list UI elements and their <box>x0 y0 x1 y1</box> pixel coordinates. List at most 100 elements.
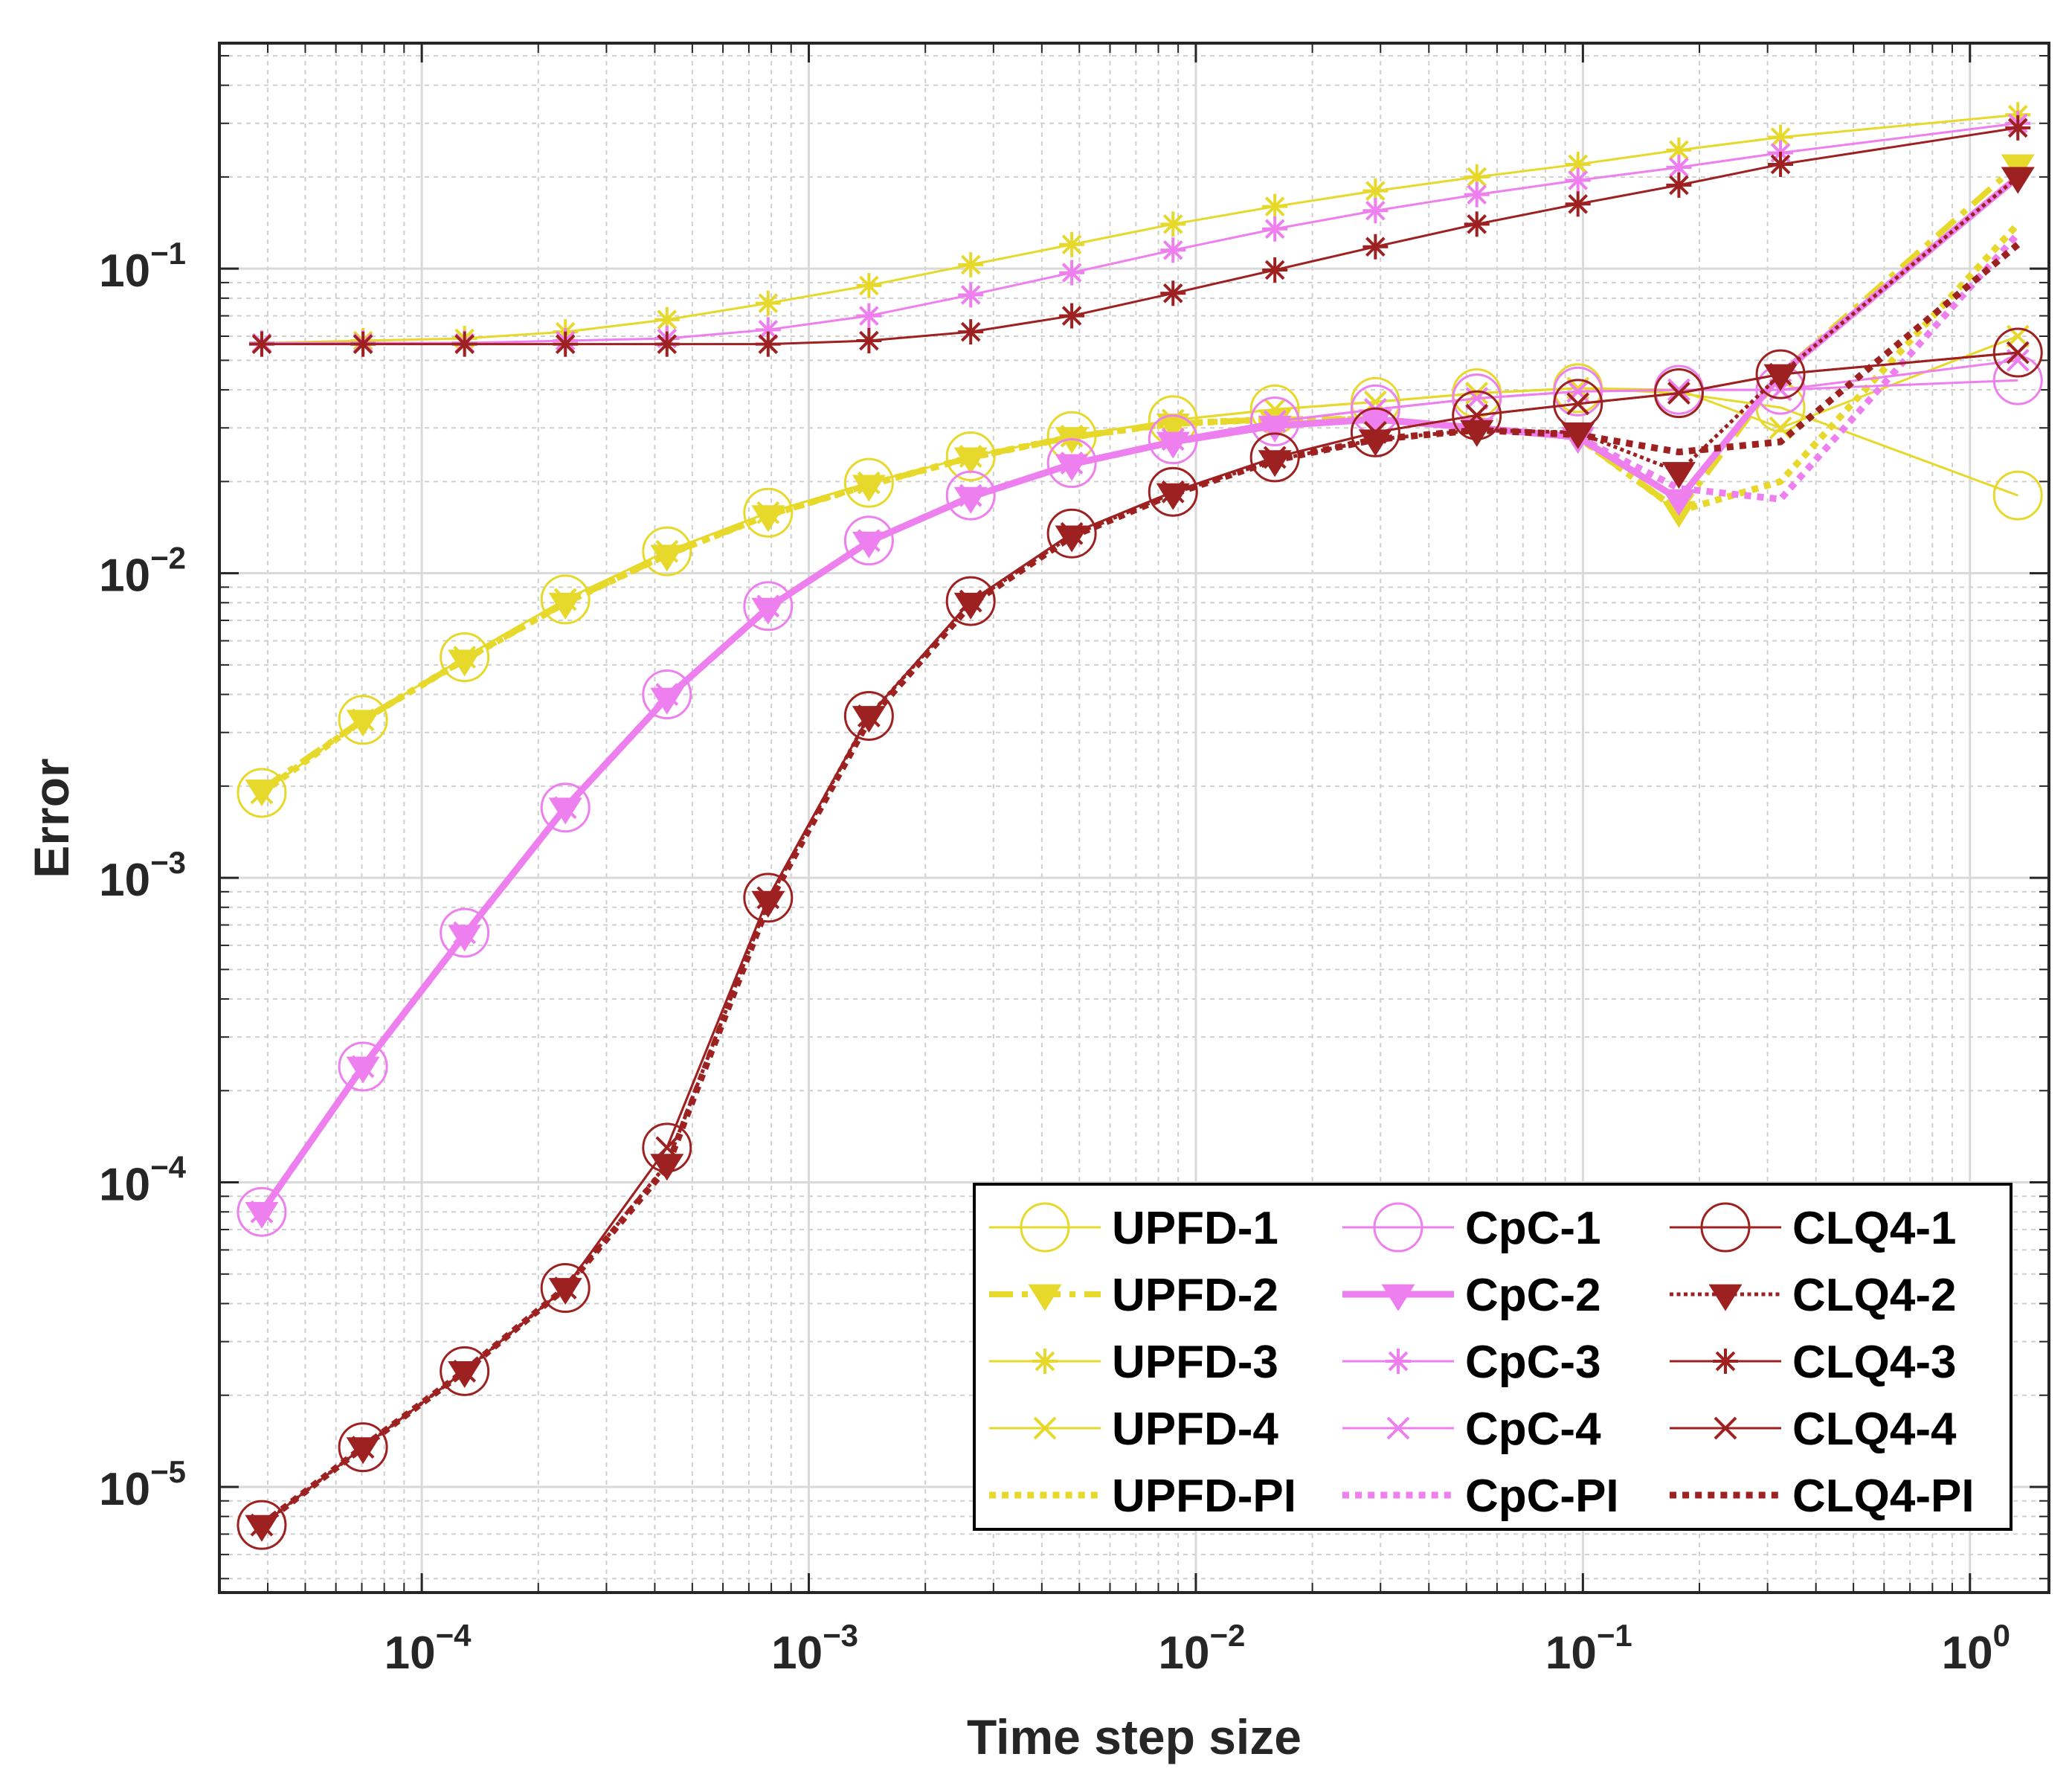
data-point <box>1565 151 1591 177</box>
data-point <box>440 632 490 683</box>
tick-label-exponent: −4 <box>150 1150 187 1185</box>
circle-marker <box>440 1346 490 1396</box>
legend-item-clq4-1: CLQ4-1 <box>1670 1202 1956 1254</box>
circle-marker <box>945 576 996 626</box>
data-point <box>1249 432 1300 483</box>
circle-marker <box>743 873 794 923</box>
data-point <box>1769 362 1792 386</box>
legend-label: CpC-PI <box>1465 1471 1619 1522</box>
legend-swatch-marker <box>1714 1416 1737 1440</box>
tick-label-base: 10 <box>1942 1628 1993 1679</box>
x-tick-label: 10−3 <box>771 1618 858 1679</box>
asterisk-stroke <box>657 309 678 330</box>
legend-label: CLQ4-4 <box>1792 1404 1957 1455</box>
x-stroke <box>1161 408 1185 432</box>
asterisk-stroke <box>1162 214 1183 234</box>
data-point <box>1465 403 1489 427</box>
asterisk-stroke <box>1669 140 1689 161</box>
legend: UPFD-1 UPFD-2 UPFD-3 UPFD-4 UPFD-PI CpC-1 CpC-… <box>973 1183 2013 1531</box>
data-point <box>743 581 794 632</box>
asterisk-stroke <box>758 334 779 354</box>
asterisk-stroke <box>1467 214 1487 234</box>
data-point <box>1661 489 1696 516</box>
data-point <box>1262 193 1288 219</box>
asterisk-stroke <box>859 330 879 351</box>
asterisk-stroke <box>1669 175 1689 196</box>
legend-swatch-marker <box>1028 1284 1062 1311</box>
minor-grid <box>219 43 2049 1593</box>
circle-marker <box>440 907 490 958</box>
asterisk-stroke <box>1365 200 1386 221</box>
legend-item-clq4-3: CLQ4-3 <box>1670 1337 1956 1388</box>
asterisk-stroke <box>960 285 981 305</box>
data-point <box>945 470 996 521</box>
triangle-marker <box>346 1056 380 1084</box>
tick-label-base: 10 <box>99 550 150 602</box>
asterisk-stroke <box>1770 127 1791 147</box>
legend-swatch-marker <box>1032 1349 1058 1374</box>
x-stroke <box>1033 1416 1057 1440</box>
x-stroke <box>756 501 780 524</box>
data-point <box>958 282 984 308</box>
circle-marker <box>1992 470 2043 521</box>
circle-marker <box>1046 508 1097 559</box>
data-point <box>1565 167 1591 193</box>
data-point <box>540 1263 591 1314</box>
data-point <box>440 1346 490 1396</box>
tick-label-exponent: −5 <box>150 1454 186 1489</box>
data-point <box>338 1041 388 1092</box>
data-point <box>1262 216 1288 242</box>
legend-swatch-marker <box>1700 1202 1751 1253</box>
x-tick-label: 10−2 <box>1159 1618 1246 1679</box>
asterisk-stroke <box>1061 234 1082 255</box>
series-upfd-pi <box>260 222 2021 796</box>
tick-label-base: 10 <box>1545 1628 1597 1679</box>
data-point <box>237 768 287 818</box>
data-point <box>1059 260 1085 286</box>
legend-swatch-marker <box>1713 1349 1738 1374</box>
tick-label-base: 10 <box>771 1628 823 1679</box>
data-point <box>338 695 388 745</box>
data-point <box>743 487 794 538</box>
asterisk-stroke <box>657 334 678 354</box>
circle-marker <box>843 457 894 508</box>
triangle-marker <box>650 1154 684 1181</box>
x-stroke <box>1465 403 1489 427</box>
data-point <box>959 589 982 613</box>
legend-item-upfd-3: UPFD-3 <box>989 1337 1278 1388</box>
x-stroke <box>959 589 982 613</box>
tick-label-base: 10 <box>385 1628 436 1679</box>
data-point <box>548 797 582 825</box>
triangle-marker <box>1381 1284 1415 1311</box>
data-point <box>1653 368 1704 419</box>
circle-marker <box>1992 355 2043 405</box>
data-point <box>1046 508 1097 559</box>
circle-marker <box>540 574 591 625</box>
data-point <box>350 331 376 357</box>
data-point <box>1160 280 1186 306</box>
legend-item-upfd-pi: UPFD-PI <box>989 1471 1296 1522</box>
data-point <box>2001 167 2035 194</box>
legend-label: UPFD-PI <box>1112 1471 1296 1522</box>
triangle-marker <box>448 925 482 952</box>
data-point <box>1992 355 2043 405</box>
data-point <box>1160 237 1186 263</box>
legend-label: UPFD-4 <box>1112 1404 1278 1455</box>
legend-label: UPFD-1 <box>1112 1203 1278 1254</box>
x-stroke <box>1566 392 1590 416</box>
circle-marker <box>540 783 591 833</box>
asterisk-stroke <box>960 321 981 342</box>
asterisk-stroke <box>251 334 272 354</box>
legend-label: CpC-4 <box>1465 1404 1601 1455</box>
data-point <box>654 306 680 332</box>
data-point <box>1464 181 1490 208</box>
data-point <box>843 457 894 508</box>
legend-item-upfd-1: UPFD-1 <box>989 1202 1278 1254</box>
plot-frame <box>218 42 2050 1594</box>
asterisk-stroke <box>1568 154 1589 175</box>
circle-marker <box>1148 466 1198 517</box>
asterisk-stroke <box>758 319 779 340</box>
data-point <box>642 526 692 576</box>
x-tick-label: 100 <box>1942 1618 2010 1679</box>
circle-marker <box>843 690 894 741</box>
